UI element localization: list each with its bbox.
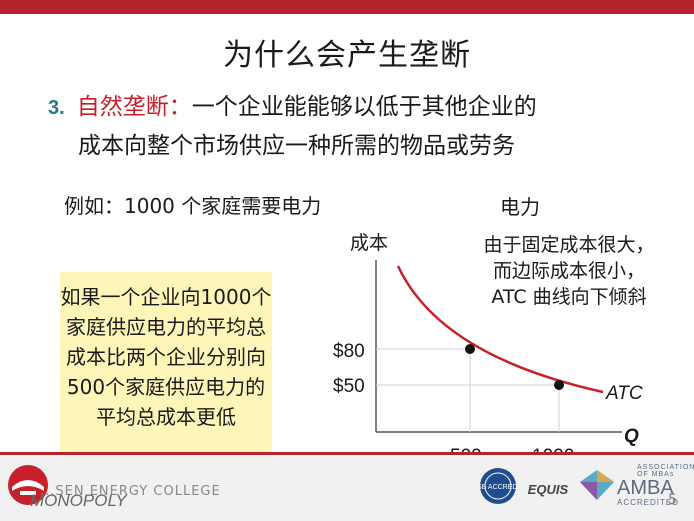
point-number: 3. <box>48 97 65 119</box>
chart-note: 由于固定成本很大，而边际成本很小，ATC 曲线向下倾斜 <box>483 234 655 308</box>
footer-band <box>0 452 694 521</box>
atc-curve <box>396 265 604 394</box>
point-3: 3. 自然垄断：一个企业能能够以低于其他企业的 成本向整个市场供应一种所需的物品或… <box>48 88 658 165</box>
amba-name-text: AMBA <box>617 477 674 499</box>
point-keyword: 自然垄断： <box>76 94 192 120</box>
y-tick-80: $80 <box>333 341 365 362</box>
point-text-line1: 一个企业能能够以低于其他企业的 <box>191 94 537 120</box>
page-number: 5 <box>668 492 677 508</box>
y-tick-50: $50 <box>333 376 365 397</box>
footer-rule <box>0 452 694 455</box>
amba-accredited-text: ACCREDITED <box>617 498 680 507</box>
amba-assoc-text: ASSOCIATION OF MBAs <box>637 464 694 478</box>
point-text-line2: 成本向整个市场供应一种所需的物品或劳务 <box>78 133 515 159</box>
chart-title: 电力 <box>500 195 540 219</box>
y-axis-label: 成本 <box>350 232 389 254</box>
college-logo <box>8 465 48 505</box>
curve-label: ATC <box>605 383 643 404</box>
x-axis-label: Q <box>624 426 639 447</box>
monopoly-word: MONOPOLY <box>30 491 127 510</box>
equis-logo: EQUIS <box>523 472 573 497</box>
footer-partial-text: ...SEN ENERGY COLLEGE <box>40 484 221 499</box>
point-500-80 <box>465 344 475 354</box>
aacsb-logo-text: AACSB ACCREDITED <box>478 484 518 491</box>
example-text: 例如：1000 个家庭需要电力 <box>64 194 322 218</box>
amba-gem-icon <box>580 470 614 500</box>
top-accent-bar <box>0 0 694 14</box>
equis-logo-name: EQUIS <box>527 482 569 497</box>
slide-title: 为什么会产生垄断 <box>223 38 471 73</box>
amba-logo: ASSOCIATION OF MBAs AMBA ACCREDITED <box>617 464 694 507</box>
aacsb-logo: AACSB ACCREDITED <box>478 468 518 504</box>
point-1000-50 <box>554 380 564 390</box>
